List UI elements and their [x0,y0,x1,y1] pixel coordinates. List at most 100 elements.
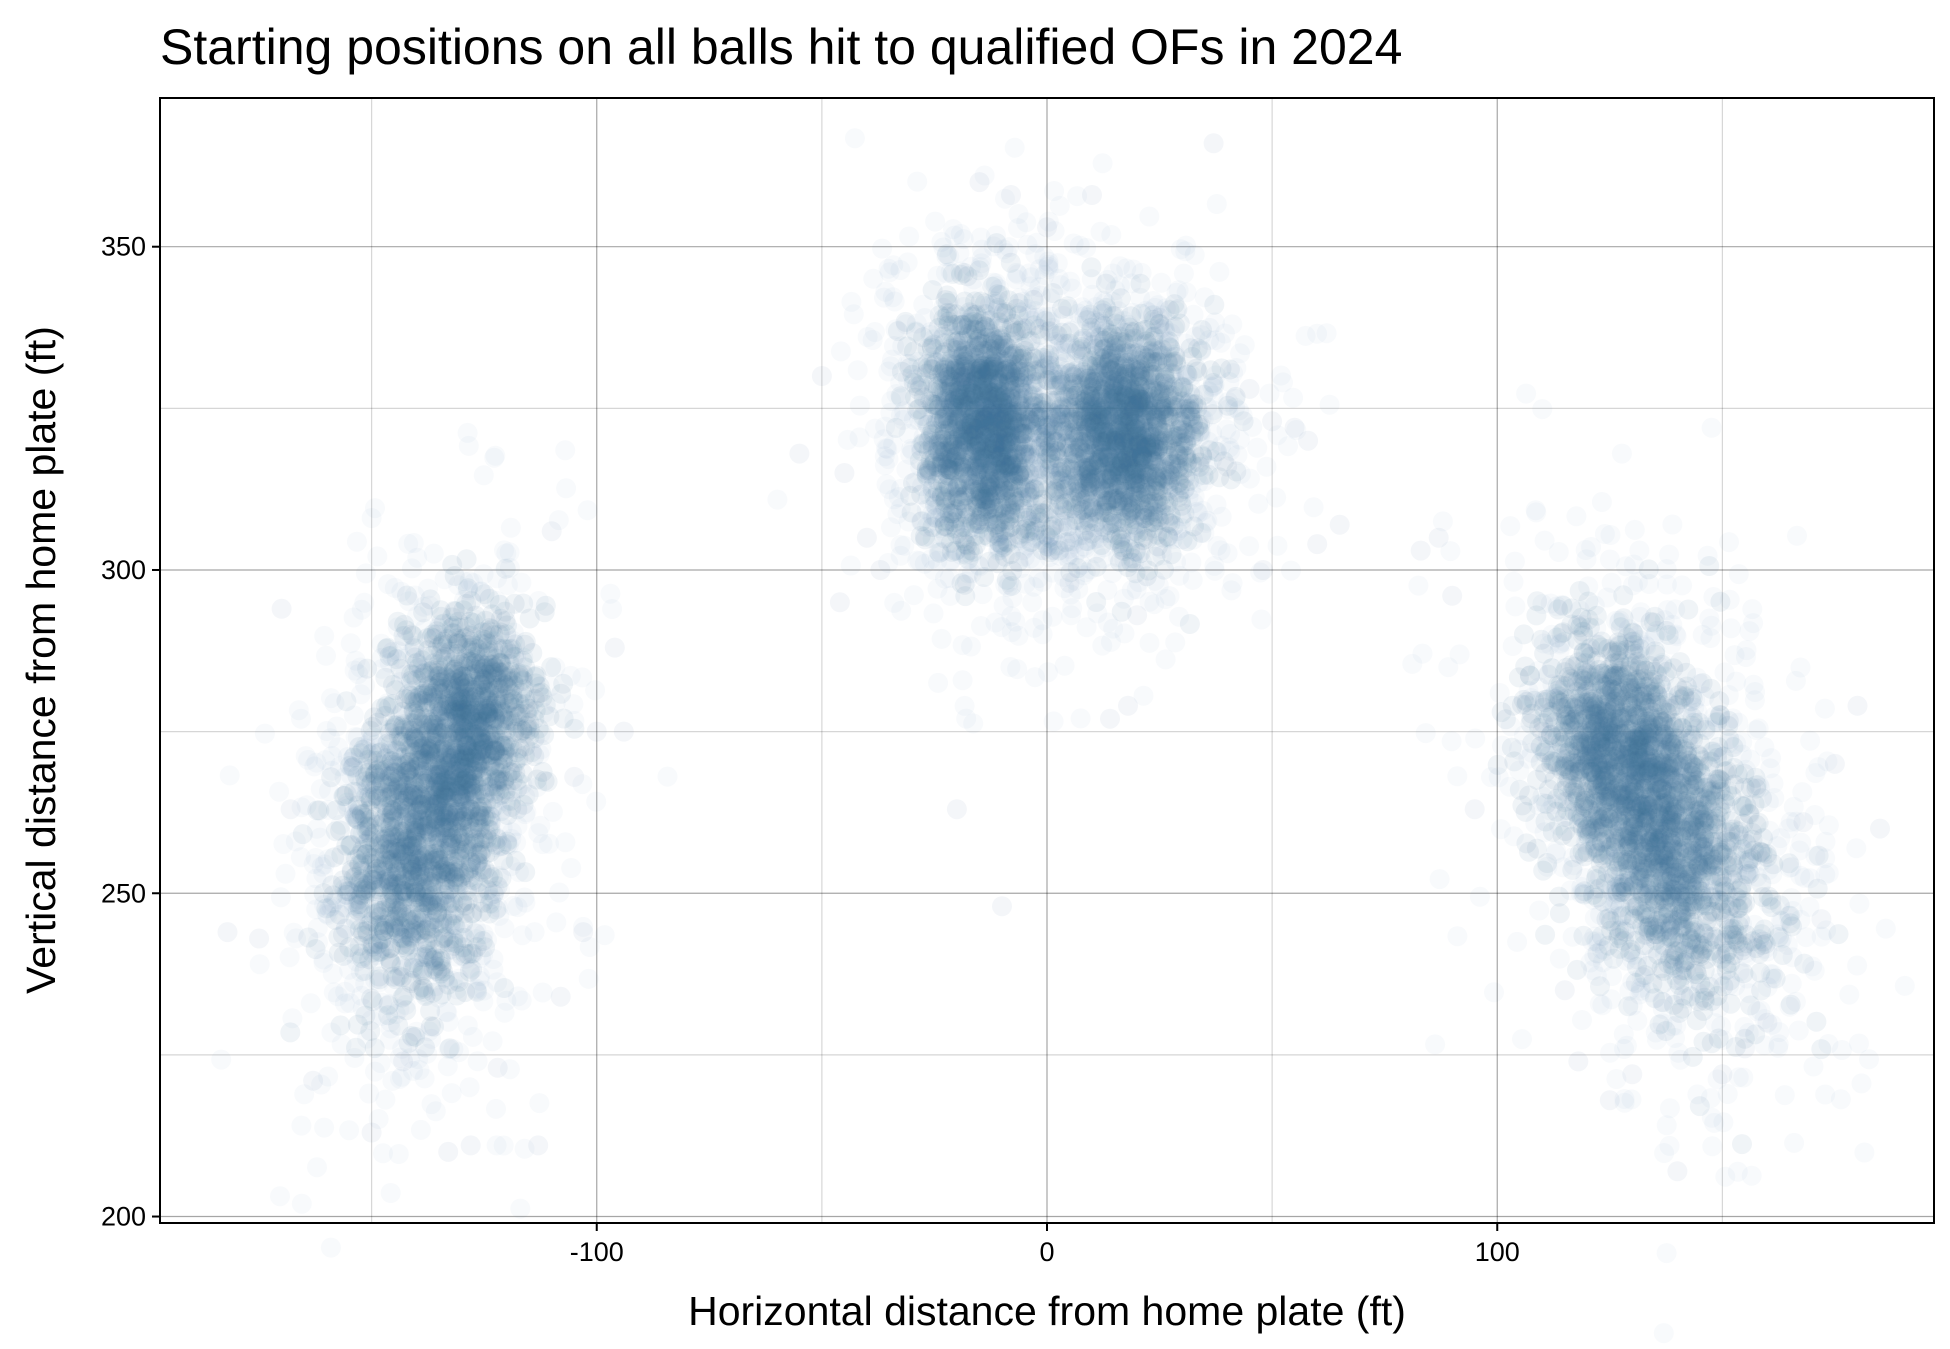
data-point [969,329,990,349]
data-point [467,843,488,864]
data-point [347,765,368,786]
data-point [438,817,458,838]
data-point [903,372,924,393]
data-point [425,776,446,797]
data-point [403,700,424,721]
data-point [453,865,474,886]
data-point [391,756,412,776]
data-point [501,518,521,538]
data-point [346,1037,366,1058]
data-point [291,709,311,729]
data-point [356,563,376,583]
data-point [1003,588,1023,608]
data-point [292,1194,312,1214]
data-point [420,762,441,782]
data-point [450,671,471,692]
data-point [428,676,448,697]
data-point [998,290,1019,311]
data-point [474,564,494,584]
data-point [389,790,410,811]
data-point [473,716,494,737]
data-point [336,835,357,856]
data-point [923,382,944,402]
data-point [401,767,422,788]
data-point [451,666,472,687]
data-point [430,933,451,954]
data-point [549,883,569,903]
data-point [391,821,412,842]
data-point [477,880,498,901]
data-point [532,761,553,782]
data-point [459,696,480,717]
data-point [339,755,360,776]
data-point [450,767,470,788]
data-point [407,869,428,890]
data-point [461,903,482,924]
data-point [556,478,576,498]
data-point [911,441,932,462]
data-point [404,882,425,903]
data-point [399,870,420,891]
data-point [450,844,470,865]
data-point [399,853,420,874]
data-point [359,786,380,807]
data-point [368,743,389,764]
data-point [448,971,469,992]
data-point [386,715,407,736]
data-point [379,877,400,898]
data-point [1005,138,1025,158]
data-point [486,1099,506,1119]
data-point [1000,657,1020,677]
data-point [358,749,379,770]
data-point [433,722,454,743]
data-point [467,739,488,760]
data-point [484,448,504,468]
data-point [421,857,442,878]
data-point [426,1101,446,1121]
data-point [985,613,1005,633]
data-point [396,798,417,819]
data-point [951,264,971,285]
data-point [398,940,418,961]
data-point [472,931,493,951]
data-point [449,749,470,770]
data-point [448,842,469,863]
data-point [440,744,461,765]
data-point [586,792,606,812]
data-point [367,858,388,879]
data-point [417,930,438,951]
data-point [491,868,512,889]
data-point [411,846,431,867]
data-point [474,809,495,830]
data-point [440,805,460,826]
chart-title: Starting positions on all balls hit to q… [160,19,1402,75]
data-point [404,533,424,553]
data-point [291,1116,311,1136]
data-point [421,876,442,897]
data-point [447,873,468,894]
data-point [296,746,316,766]
data-point [357,658,378,679]
data-point [474,465,494,485]
data-point [390,915,410,936]
data-point [449,846,470,867]
data-point [401,927,422,948]
data-point [495,601,516,622]
data-point [410,685,431,706]
data-point [276,864,296,884]
data-point [450,784,471,805]
data-point [375,860,396,881]
data-point [473,771,494,792]
data-point [391,917,412,938]
data-point [472,796,493,817]
data-point [389,797,410,818]
data-point [436,894,457,915]
data-point [425,844,446,865]
data-point [451,792,472,813]
data-point [433,783,454,804]
data-point [380,893,401,914]
data-point [1207,194,1227,214]
data-point [387,900,408,921]
data-point [403,625,424,646]
